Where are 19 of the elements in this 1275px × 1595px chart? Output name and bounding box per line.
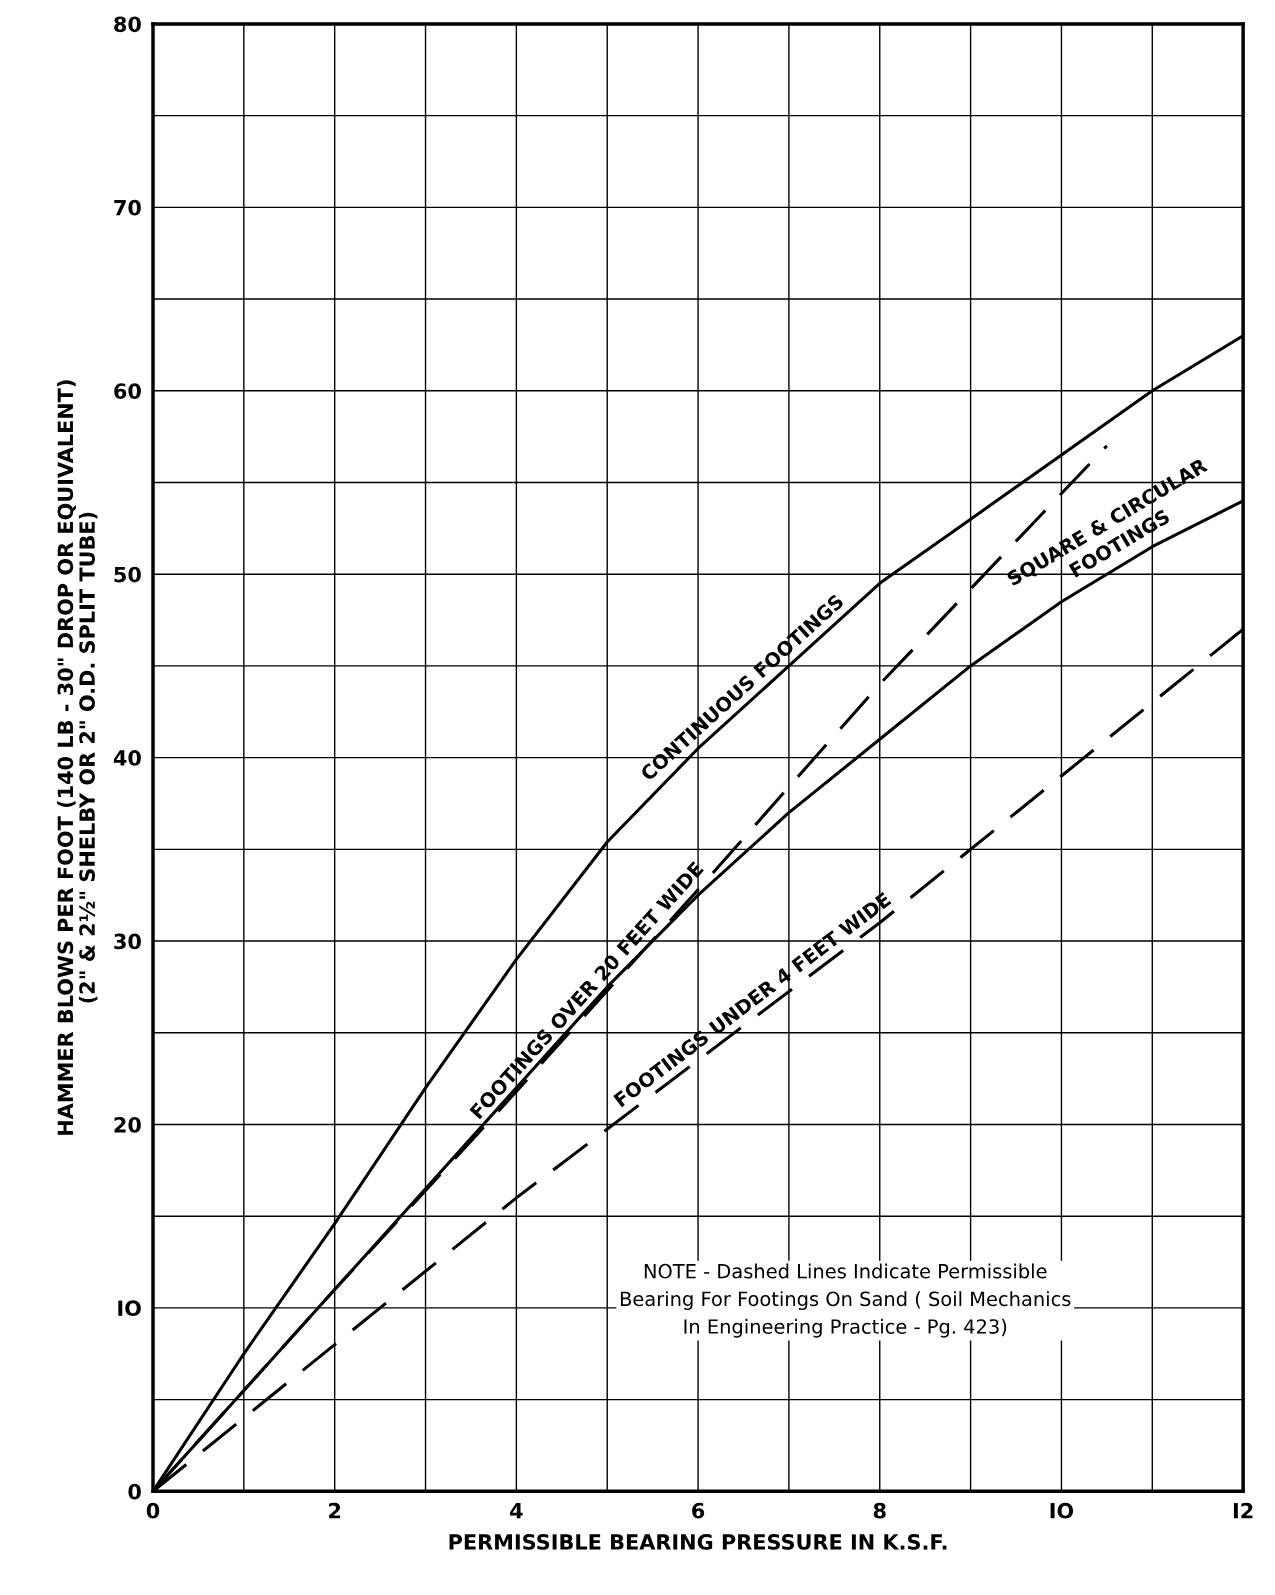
y-tick-label: 50 — [114, 566, 141, 583]
x-tick-label: 4 — [510, 1503, 523, 1519]
x-tick-label: I2 — [1233, 1502, 1253, 1519]
annotation: NOTE - Dashed Lines Indicate Permissible Bearing For Footings On Sand ( Soil Mechanics In Engineering Practice - Pg. 423) — [620, 1263, 1071, 1338]
y-axis-title: HAMMER BLOWS PER FOOT (140 LB - 30" DROP OR EQUIVALENT) (2" & 2½" SHELBY OR 2" O.D. SPLIT TUBE) — [57, 380, 98, 1135]
y-tick-label: 0 — [128, 1483, 141, 1500]
y-tick-label: IO — [118, 1300, 141, 1317]
x-axis-title: PERMISSIBLE BEARING PRESSURE IN K.S.F. — [449, 1534, 947, 1550]
y-tick-label: 60 — [114, 383, 141, 399]
x-tick-label: 6 — [692, 1502, 705, 1519]
y-tick-label: 20 — [114, 1116, 141, 1133]
x-tick-label: 2 — [329, 1502, 341, 1519]
x-tick-label: 0 — [146, 1502, 160, 1519]
y-tick-label: 70 — [114, 199, 141, 216]
y-tick-label: 40 — [113, 750, 141, 766]
x-tick-label: 8 — [873, 1502, 886, 1519]
y-tick-label: 30 — [114, 933, 141, 950]
y-tick-label: 80 — [114, 16, 141, 33]
x-tick-label: IO — [1050, 1502, 1074, 1519]
